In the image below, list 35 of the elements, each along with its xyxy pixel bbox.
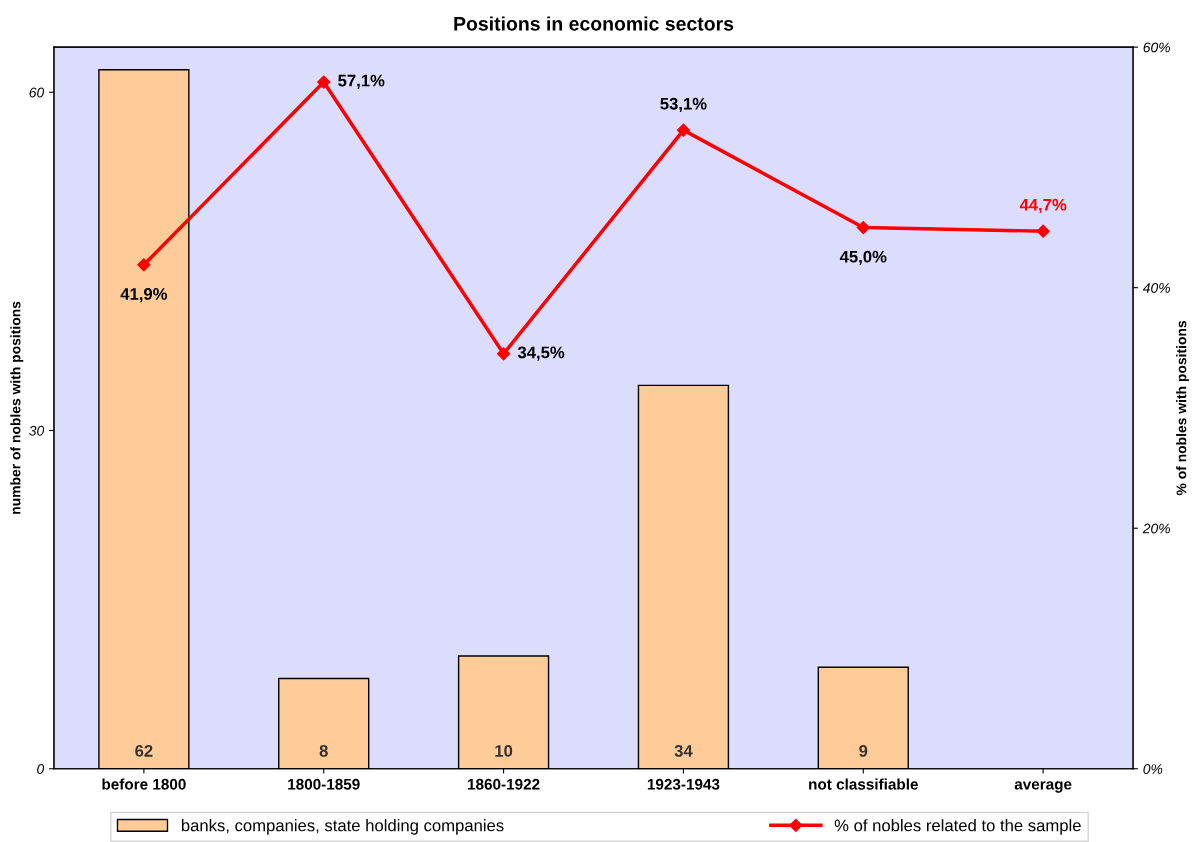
x-tick-label: 1800-1859 bbox=[288, 778, 360, 790]
x-tick-label: 1923-1943 bbox=[647, 778, 720, 790]
point bbox=[317, 75, 331, 89]
data-label: 8 bbox=[319, 744, 328, 757]
y2-tick-label: 0% bbox=[1143, 764, 1163, 774]
data-label: 62 bbox=[135, 744, 153, 757]
point bbox=[1036, 224, 1050, 238]
data-label: 34 bbox=[674, 744, 693, 757]
x-tick-label: not classifiable bbox=[809, 778, 918, 790]
data-label: 53,1% bbox=[660, 97, 707, 113]
y2-tick-label: 20% bbox=[1142, 523, 1170, 534]
point bbox=[856, 220, 870, 235]
point bbox=[676, 123, 691, 137]
y-tick-label: 0 bbox=[37, 764, 45, 774]
data-label: 45,0% bbox=[839, 250, 887, 265]
x-tick-label: average bbox=[1014, 781, 1072, 793]
y-tick-label: 60 bbox=[29, 87, 45, 98]
data-label: 41,9% bbox=[120, 288, 168, 303]
point bbox=[496, 347, 511, 361]
y2-axis-title: % of nobles with positions bbox=[1176, 320, 1190, 496]
y-axis-title: number of nobles with positions bbox=[10, 301, 24, 514]
y2-tick-label: 40% bbox=[1142, 283, 1170, 293]
chart-title: Positions in economic sectors bbox=[454, 16, 734, 31]
data-label: 44,7% bbox=[1019, 198, 1067, 214]
point bbox=[137, 258, 151, 272]
data-label: 10 bbox=[495, 744, 513, 757]
legend-label: banks, companies, state holding companies bbox=[181, 819, 504, 835]
y2-tick-label: 60% bbox=[1143, 42, 1170, 53]
legend-label: % of nobles related to the sample bbox=[834, 819, 1081, 835]
data-label: 57,1% bbox=[338, 74, 385, 89]
x-tick-label: 1860-1922 bbox=[468, 778, 540, 790]
data-label: 9 bbox=[859, 744, 868, 757]
y-tick-label: 30 bbox=[29, 425, 45, 436]
data-label: 34,5% bbox=[517, 346, 565, 361]
x-tick-label: before 1800 bbox=[102, 778, 186, 790]
